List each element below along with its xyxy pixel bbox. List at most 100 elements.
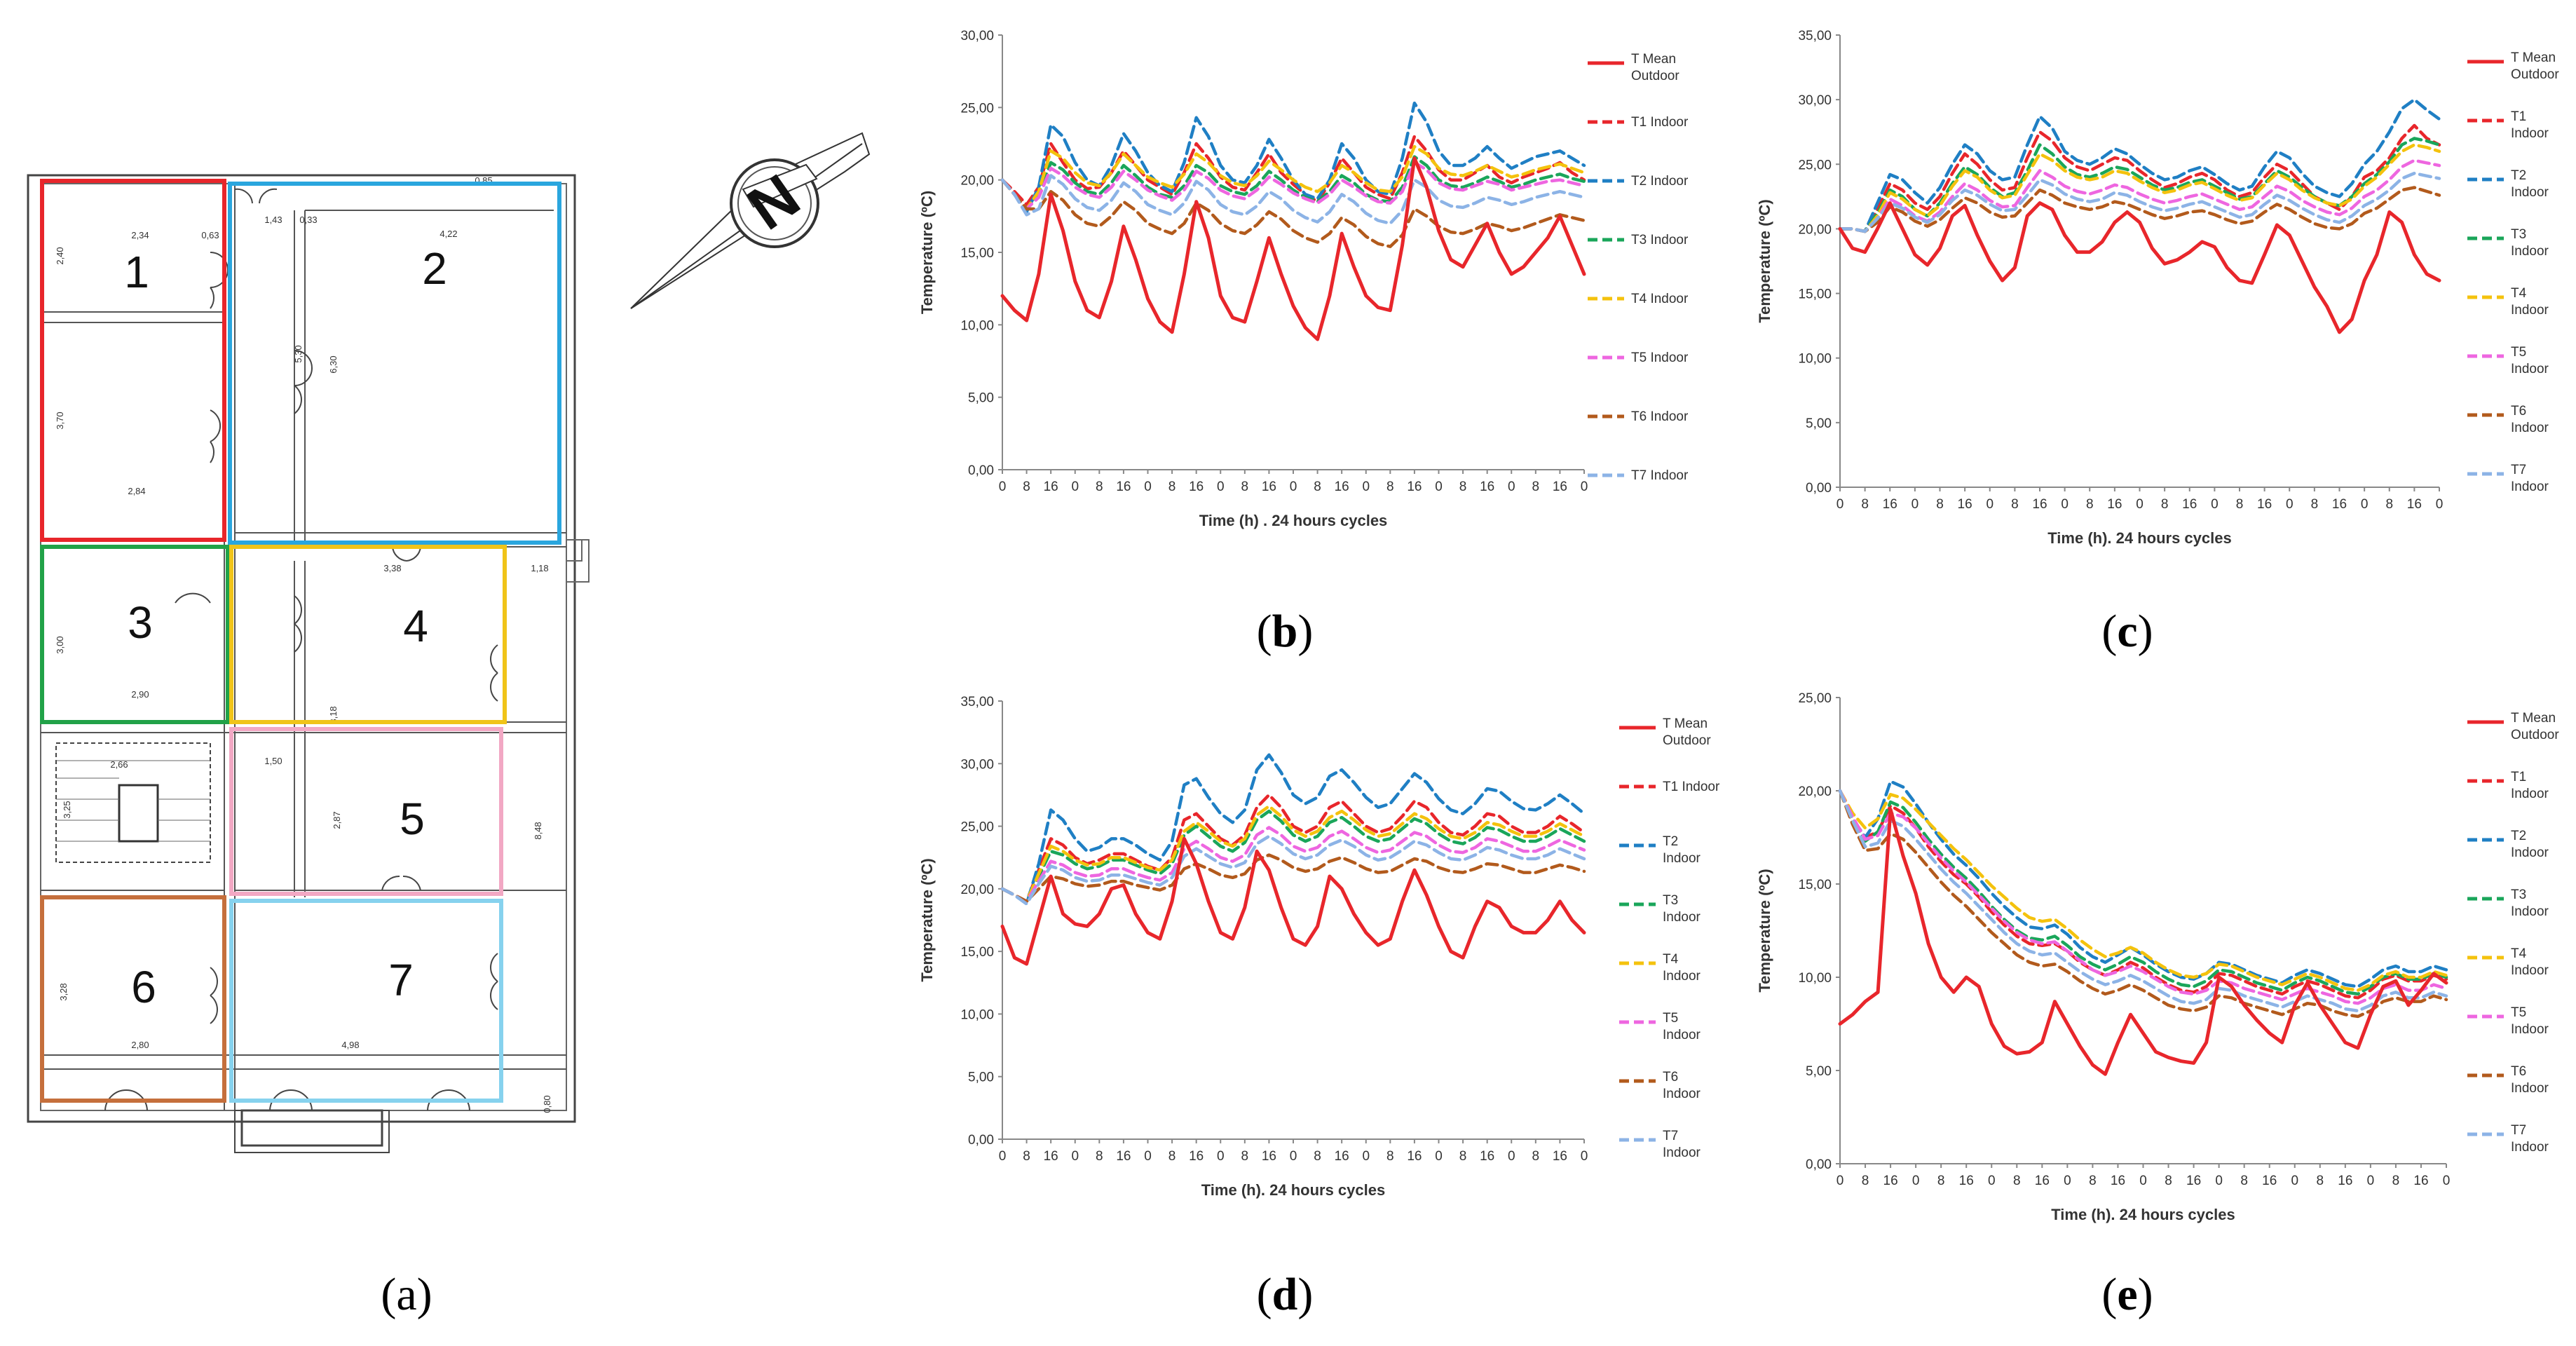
x-tick-label: 16	[1189, 1149, 1204, 1164]
dimension-label: 3,28	[58, 983, 69, 1000]
x-tick-label: 0	[1836, 497, 1844, 512]
x-tick-label: 8	[1241, 480, 1249, 494]
x-tick-label: 0	[2436, 497, 2444, 512]
x-tick-label: 0	[1362, 480, 1370, 494]
x-tick-label: 8	[2086, 497, 2094, 512]
x-tick-label: 0	[2064, 1174, 2071, 1188]
legend-label: T1	[2511, 770, 2526, 784]
legend-label: T2	[1663, 834, 1678, 849]
room-6-label: 6	[131, 962, 156, 1012]
y-tick-label: 15,00	[960, 246, 994, 261]
x-tick-label: 0	[1071, 1149, 1079, 1164]
legend-label: Indoor	[2511, 1081, 2549, 1096]
x-tick-label: 8	[2317, 1174, 2324, 1188]
y-axis-label: Temperature (ºC)	[1756, 869, 1773, 992]
chart-e: 0,00 5,00 10,00 15,00 20,00 25,00 0 8 16 0 8 16 0 8 16…	[1756, 691, 2559, 1223]
x-tick-label: 0	[1217, 480, 1225, 494]
x-tick-label: 16	[1480, 480, 1494, 494]
dimension-label: 4,22	[439, 229, 457, 239]
x-tick-label: 0	[1836, 1174, 1844, 1188]
legend-label: Indoor	[2511, 963, 2549, 978]
room-2-label: 2	[422, 243, 447, 294]
room-4-outline	[229, 545, 507, 724]
x-tick-label: 8	[2089, 1174, 2097, 1188]
dimension-label: 8,48	[533, 822, 543, 839]
x-tick-label: 16	[1335, 1149, 1349, 1164]
x-axis-label: Time (h). 24 hours cycles	[2051, 1206, 2235, 1223]
caption-e: (e)	[2101, 1269, 2153, 1320]
legend-label: T3	[2511, 227, 2526, 242]
x-tick-label: 16	[1262, 480, 1276, 494]
series-line-t3-indoor	[1000, 809, 1586, 903]
legend-label: Indoor	[2511, 480, 2549, 494]
legend-label: T3	[1663, 893, 1678, 908]
dimension-label: 1,43	[264, 215, 282, 225]
series-line-t1-indoor	[1838, 123, 2441, 233]
x-tick-label: 8	[2240, 1174, 2248, 1188]
x-tick-label: 8	[2236, 497, 2244, 512]
y-tick-label: 15,00	[960, 945, 994, 960]
legend-label: Indoor	[2511, 185, 2549, 200]
x-tick-label: 16	[2182, 497, 2197, 512]
x-tick-label: 8	[1861, 497, 1869, 512]
legend-label: T2	[2511, 829, 2526, 843]
y-tick-label: 15,00	[1798, 878, 1832, 892]
y-tick-label: 25,00	[960, 101, 994, 116]
legend-label: T Mean	[1631, 52, 1676, 67]
x-tick-label: 0	[2361, 497, 2369, 512]
room-3-label: 3	[128, 597, 153, 648]
x-tick-label: 16	[2257, 497, 2272, 512]
y-tick-label: 10,00	[1798, 352, 1832, 367]
y-tick-label: 25,00	[1798, 691, 1832, 706]
legend-label: Outdoor	[2511, 67, 2559, 82]
y-tick-label: 15,00	[1798, 287, 1832, 302]
x-tick-label: 0	[1986, 497, 1994, 512]
legend-label: T5 Indoor	[1631, 351, 1689, 365]
series-line-t2-indoor	[1838, 97, 2441, 233]
legend-label: Indoor	[2511, 244, 2549, 259]
x-axis-label: Time (h). 24 hours cycles	[1201, 1181, 1385, 1199]
x-tick-label: 8	[1168, 480, 1176, 494]
x-tick-label: 16	[1553, 1149, 1567, 1164]
legend-label: Indoor	[1663, 851, 1701, 866]
x-tick-label: 16	[1044, 480, 1058, 494]
x-tick-label: 8	[2392, 1174, 2400, 1188]
legend-label: Indoor	[2511, 845, 2549, 860]
x-tick-label: 16	[1189, 480, 1204, 494]
series-line-t5-indoor	[1000, 826, 1586, 903]
legend-label: Indoor	[1663, 1087, 1701, 1101]
legend-label: T4	[2511, 286, 2527, 301]
x-tick-label: 8	[1241, 1149, 1249, 1164]
series-line-t4-indoor	[1838, 143, 2441, 233]
room-5-outline	[229, 727, 503, 896]
x-tick-label: 0	[2286, 497, 2294, 512]
room-7-outline	[229, 899, 503, 1103]
legend-label: T4	[1663, 952, 1679, 967]
y-tick-label: 0,00	[968, 463, 994, 478]
room-2-outline	[228, 182, 561, 545]
legend-label: T1	[2511, 109, 2526, 124]
room-6-outline	[40, 895, 226, 1103]
y-tick-label: 30,00	[960, 757, 994, 772]
y-tick-label: 30,00	[1798, 93, 1832, 108]
x-tick-label: 8	[1386, 1149, 1394, 1164]
y-tick-label: 0,00	[968, 1133, 994, 1148]
series-line-t2-indoor	[1838, 780, 2448, 988]
x-tick-label: 16	[2186, 1174, 2201, 1188]
y-tick-label: 10,00	[960, 1007, 994, 1022]
staircase	[55, 742, 211, 863]
caption-a: (a)	[381, 1269, 432, 1320]
legend-label: T6	[1663, 1070, 1678, 1085]
y-tick-label: 5,00	[968, 1070, 994, 1085]
x-tick-label: 0	[2136, 497, 2144, 512]
legend-label: T2 Indoor	[1631, 174, 1689, 189]
y-axis-label: Temperature (ºC)	[918, 858, 936, 981]
x-tick-label: 16	[2413, 1174, 2428, 1188]
x-tick-label: 0	[2061, 497, 2069, 512]
x-tick-label: 0	[1071, 480, 1079, 494]
y-tick-label: 20,00	[1798, 784, 1832, 799]
legend-label: T Mean	[2511, 711, 2556, 726]
x-tick-label: 0	[1362, 1149, 1370, 1164]
x-tick-label: 0	[2139, 1174, 2147, 1188]
x-tick-label: 16	[1407, 1149, 1422, 1164]
